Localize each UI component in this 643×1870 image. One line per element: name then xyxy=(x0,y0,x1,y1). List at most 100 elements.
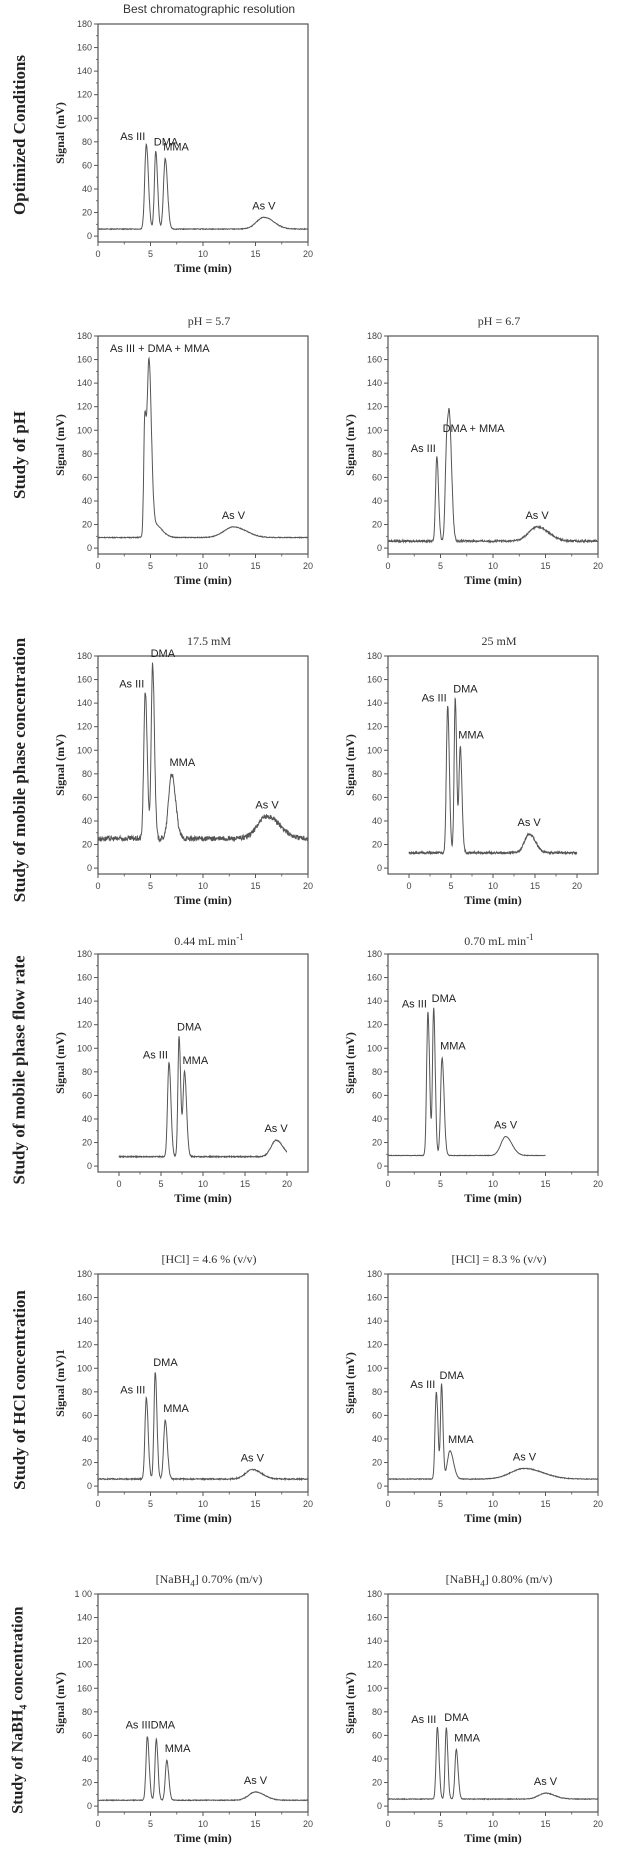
y-tick-label: 80 xyxy=(372,1707,382,1717)
y-axis-label: Signal (mV) xyxy=(53,734,67,796)
chart-panel: 0.70 mL min-1 0 20 40 60 80 100 120 140 160 180 0 5 1… xyxy=(330,930,630,1230)
x-tick-label: 15 xyxy=(540,1499,550,1509)
x-tick-label: 10 xyxy=(488,561,498,571)
x-tick-label: 5 xyxy=(438,1179,443,1189)
peak-label: As III xyxy=(120,131,145,143)
row-label-optimized: Optimized Conditions xyxy=(0,30,40,240)
x-tick-label: 20 xyxy=(303,1499,313,1509)
plot-frame xyxy=(387,953,599,1173)
x-axis-label: Time (min) xyxy=(464,1831,521,1845)
y-tick-label: 100 xyxy=(77,745,92,755)
y-tick-label: 0 xyxy=(87,863,92,873)
chart-title: 0.44 mL min-1 xyxy=(40,932,340,949)
y-tick-label: 80 xyxy=(82,1067,92,1077)
chart-panel: [HCl] = 8.3 % (v/v) 0 20 40 60 80 100 120 140 160… xyxy=(330,1250,630,1550)
y-tick-label: 1 00 xyxy=(74,1589,92,1599)
chart-panel: [HCl] = 4.6 % (v/v) 0 20 40 60 80 100 120 140 160… xyxy=(40,1250,340,1550)
x-tick-label: 0 xyxy=(385,1819,390,1829)
x-tick-label: 5 xyxy=(148,1499,153,1509)
y-tick-label: 160 xyxy=(77,973,92,983)
y-tick-label: 60 xyxy=(372,792,382,802)
y-tick-label: 140 xyxy=(367,1316,382,1326)
signal-trace xyxy=(408,696,578,856)
x-tick-label: 20 xyxy=(303,1819,313,1829)
y-tick-label: 20 xyxy=(82,208,92,218)
chart-panel: [NaBH4] 0.80% (m/v) 0 20 40 60 80 100 120 140 160… xyxy=(330,1570,630,1870)
y-tick-label: 20 xyxy=(372,520,382,530)
x-tick-label: 0 xyxy=(406,881,411,891)
y-tick-label: 140 xyxy=(367,1636,382,1646)
x-tick-label: 10 xyxy=(198,1499,208,1509)
y-tick-label: 180 xyxy=(367,1269,382,1279)
y-tick-label: 180 xyxy=(367,949,382,959)
y-tick-label: 140 xyxy=(77,1316,92,1326)
chart-title-text: [NaBH xyxy=(445,1572,481,1586)
x-tick-label: 10 xyxy=(198,249,208,259)
x-tick-label: 10 xyxy=(198,561,208,571)
y-tick-label: 120 xyxy=(77,90,92,100)
y-tick-label: 120 xyxy=(77,1340,92,1350)
y-tick-label: 180 xyxy=(77,19,92,29)
chart-panel: pH = 6.7 0 20 40 60 80 100 120 140 160 180 0 5 10 15 20… xyxy=(330,312,630,612)
y-tick-label: 160 xyxy=(77,1683,92,1693)
chromatogram-svg: 0 20 40 60 80 100 120 140 160 180 0 5 10 15 20 Time (mi… xyxy=(343,1589,603,1845)
x-tick-label: 5 xyxy=(148,1819,153,1829)
x-tick-label: 5 xyxy=(438,1819,443,1829)
row-label-nabh4-text: Study of NaBH4 concentration xyxy=(10,1606,30,1813)
y-tick-label: 80 xyxy=(372,449,382,459)
peak-label: MMA xyxy=(454,1733,480,1745)
y-axis-label: Signal (mV) xyxy=(53,1032,67,1094)
chart-panel: 25 mM 0 20 40 60 80 100 120 140 160 180 0 5 10 15 20 Tim… xyxy=(330,632,630,932)
x-axis-label: Time (min) xyxy=(174,1191,231,1205)
plot-frame xyxy=(387,1593,599,1813)
peak-group-annotation: As III + DMA + MMA xyxy=(110,343,210,355)
chart-panel: [NaBH4] 0.70% (m/v) 0 20 40 60 80 160 100 120 140… xyxy=(40,1570,340,1870)
y-tick-label: 80 xyxy=(82,1387,92,1397)
y-tick-label: 180 xyxy=(77,1269,92,1279)
x-axis-label: Time (min) xyxy=(174,261,231,275)
chart-title-superscript: -1 xyxy=(236,932,244,942)
x-tick-label: 15 xyxy=(250,1499,260,1509)
x-tick-label: 20 xyxy=(282,1179,292,1189)
x-tick-label: 20 xyxy=(572,881,582,891)
y-tick-label: 0 xyxy=(377,1161,382,1171)
chart-title: [HCl] = 8.3 % (v/v) xyxy=(330,1252,630,1267)
row-label-text: Study of pH xyxy=(10,411,29,499)
row-label-ph: Study of pH xyxy=(0,330,40,580)
plot-frame xyxy=(387,655,599,875)
y-tick-label: 120 xyxy=(367,722,382,732)
peak-label: As V xyxy=(255,799,279,811)
x-tick-label: 20 xyxy=(593,1819,603,1829)
peak-label: As V xyxy=(222,510,246,522)
peak-label: As III xyxy=(410,1379,435,1391)
y-tick-label: 20 xyxy=(372,1778,382,1788)
chart-title-text: 17.5 mM xyxy=(186,634,231,648)
x-axis-label: Time (min) xyxy=(174,573,231,587)
y-tick-label: 120 xyxy=(77,722,92,732)
y-tick-label: 40 xyxy=(82,1754,92,1764)
y-axis-label: Signal (mV) xyxy=(53,414,67,476)
x-tick-label: 10 xyxy=(488,1819,498,1829)
peak-group-annotation: DMA + MMA xyxy=(443,423,506,435)
peak-label: MMA xyxy=(163,1403,189,1415)
peak-label: As V xyxy=(518,817,542,829)
y-tick-label: 40 xyxy=(372,1754,382,1764)
chart-title: 0.70 mL min-1 xyxy=(330,932,630,949)
y-tick-label: 140 xyxy=(367,996,382,1006)
peak-label: MMA xyxy=(183,1055,209,1067)
row-label-text: Study of NaBH xyxy=(9,1709,27,1814)
peak-label: DMA xyxy=(153,1357,178,1369)
peak-label: As V xyxy=(494,1120,518,1132)
y-tick-label: 180 xyxy=(77,949,92,959)
y-tick-label: 60 xyxy=(82,1090,92,1100)
peak-label: As V xyxy=(264,1123,288,1135)
signal-trace xyxy=(97,356,308,540)
chart-title-text: pH = 6.7 xyxy=(477,314,521,328)
y-tick-label: 20 xyxy=(82,840,92,850)
y-tick-label: 100 xyxy=(77,1660,92,1670)
y-tick-label: 60 xyxy=(372,472,382,482)
chart-title-subscript: 4 xyxy=(480,1578,485,1589)
chromatogram-svg: 0 20 40 60 80 100 120 140 160 180 0 5 10 15 20 Time (mi… xyxy=(53,1269,313,1525)
row-label-flow-rate: Study of mobile phase flow rate xyxy=(0,940,40,1200)
chart-title-text: ] 0.70% (m/v) xyxy=(194,1572,263,1586)
